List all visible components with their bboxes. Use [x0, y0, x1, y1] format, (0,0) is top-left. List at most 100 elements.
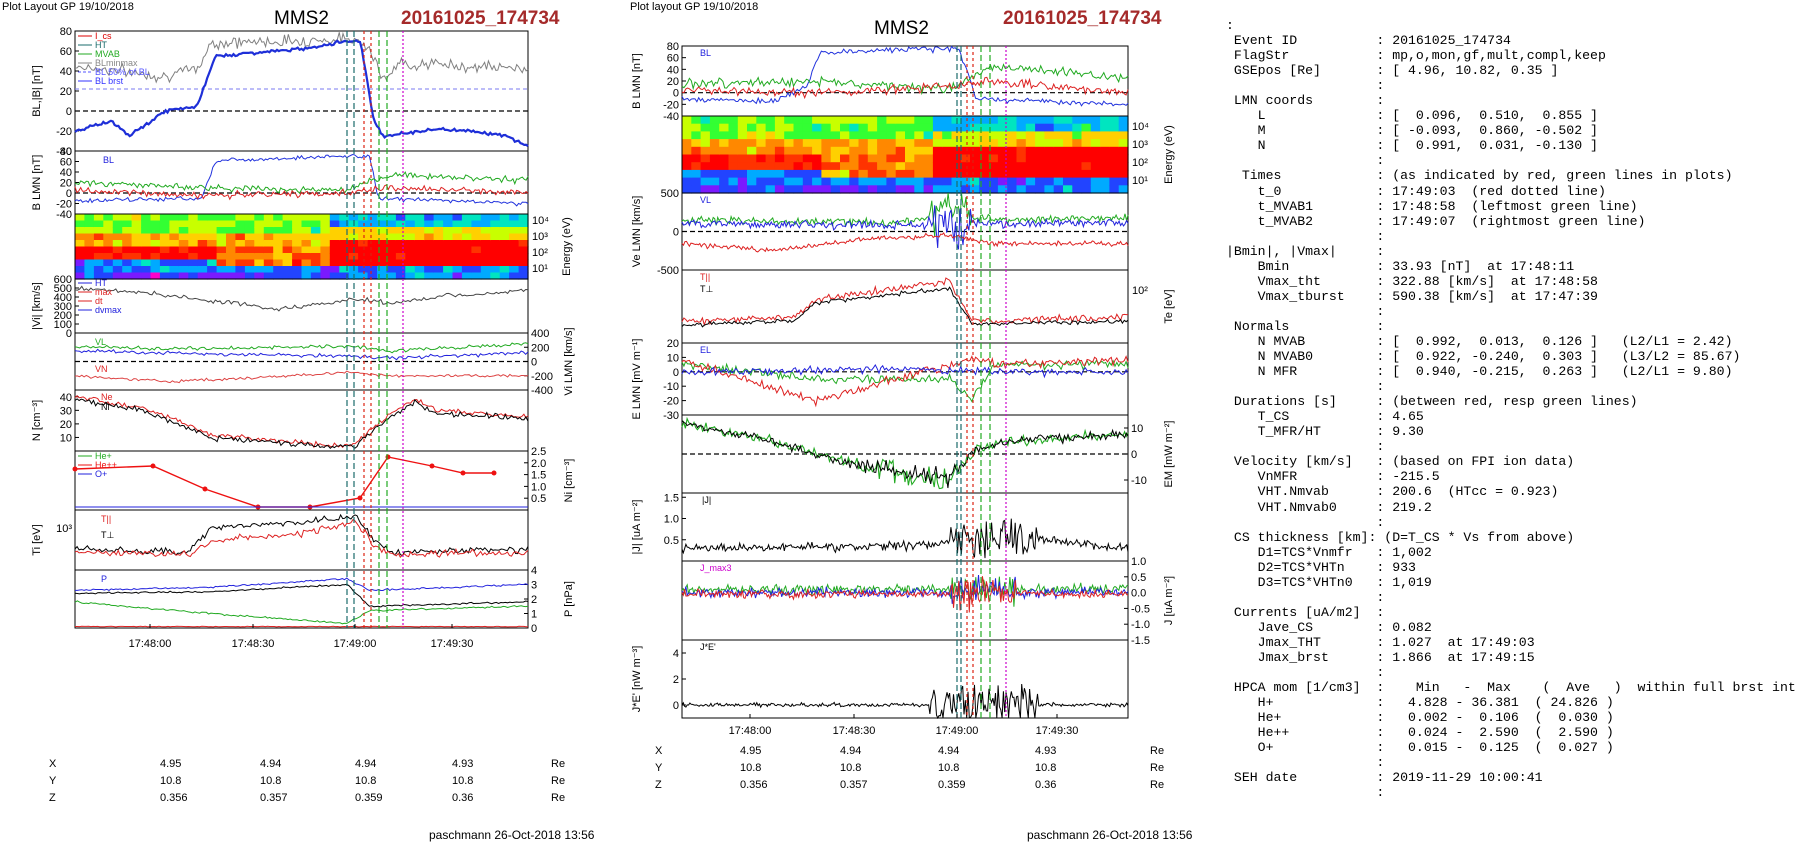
spectrogram-cell: [942, 162, 953, 171]
legend-entry: BL brst: [95, 76, 124, 86]
spectrogram-cell: [988, 162, 999, 171]
spectrogram-cell: [682, 131, 692, 140]
spectrogram-cell: [793, 123, 804, 132]
y-tick-label: 10²: [1132, 157, 1148, 169]
spectrogram-cell: [1007, 162, 1018, 171]
spectrogram-cell: [169, 233, 180, 241]
spectrogram-cell: [942, 169, 953, 179]
y-tick-label: 20: [60, 86, 72, 98]
spectrogram-cell: [452, 220, 463, 228]
spectrogram-cell: [207, 272, 218, 280]
spectrogram-cell: [254, 227, 265, 235]
bl-component-line: [74, 153, 529, 207]
y-tick-label: -40: [56, 146, 72, 158]
spectrogram-cell: [329, 240, 340, 248]
spectrogram-cell: [802, 169, 813, 179]
spectrogram-cell: [216, 214, 227, 222]
spectrogram-cell: [169, 259, 180, 267]
spectrogram-cell: [895, 116, 906, 125]
y-tick-label: 0: [673, 367, 679, 379]
y-tick-label: 400: [531, 328, 549, 340]
info-line: N MFR : [ 0.940, -0.215, 0.263 ] (L2/L1 …: [1226, 364, 1733, 380]
spectrogram-cell: [84, 253, 95, 261]
spectrogram-cell: [320, 246, 331, 254]
spectrogram-cell: [310, 240, 321, 248]
y-tick-label: 80: [60, 26, 72, 38]
y-tick-label: 20: [667, 338, 679, 350]
spectrogram-cell: [235, 266, 246, 274]
spectrogram-cell: [273, 272, 284, 280]
spectrogram-cell: [700, 116, 711, 125]
spectrogram-cell: [188, 246, 199, 254]
spectrogram-cell: [997, 116, 1008, 125]
y-tick-label: 0: [531, 623, 537, 635]
spectrogram-cell: [728, 177, 739, 186]
spectrogram-cell: [895, 185, 906, 194]
spectrogram-cell: [282, 272, 293, 280]
spectrogram-cell: [793, 116, 804, 125]
spectrogram-cell: [329, 220, 340, 228]
left-footer: paschmann 26-Oct-2018 13:56: [429, 828, 595, 842]
vi-l-line: [74, 342, 529, 354]
spectrogram-cell: [682, 177, 692, 186]
spectrogram-cell: [840, 154, 850, 163]
spectrogram-cell: [1035, 146, 1045, 156]
ephem-label: Z: [49, 792, 56, 804]
spectrogram-cell: [367, 220, 378, 228]
ephem-value: 4.94: [840, 745, 862, 757]
x-tick-label: 17:49:30: [431, 638, 474, 650]
spectrogram-cell: [1090, 139, 1101, 148]
spectrogram-cell: [737, 139, 748, 148]
legend-entry: |J|: [702, 495, 711, 505]
spectrogram-cell: [490, 214, 501, 222]
right-plot-header: Plot layout GP 19/10/2018: [630, 1, 759, 13]
spectrogram-cell: [112, 233, 123, 241]
panel-frame: [74, 450, 529, 511]
spectrogram-cell: [691, 146, 702, 156]
x-tick-label: 17:48:00: [729, 725, 772, 737]
spectrogram-cell: [1090, 185, 1101, 194]
spectrogram-cell: [518, 214, 529, 222]
y-tick-label: -200: [531, 371, 553, 383]
spectrogram-cell: [329, 233, 340, 241]
spectrogram-cell: [793, 154, 804, 163]
spectrogram-cell: [979, 169, 990, 179]
spectrogram-cell: [499, 240, 510, 248]
spectrogram-cell: [1035, 123, 1045, 132]
spectrogram-cell: [756, 185, 767, 194]
spectrogram-cell: [793, 146, 804, 156]
spectrogram-cell: [728, 131, 739, 140]
spectrogram-cell: [905, 131, 915, 140]
spectrogram-cell: [970, 146, 980, 156]
spectrogram-cell: [263, 233, 274, 241]
ni-line: [74, 398, 529, 450]
spectrogram-cell: [1100, 139, 1110, 148]
spectrogram-cell: [216, 259, 227, 267]
spectrogram-cell: [979, 123, 990, 132]
spectrogram-cell: [216, 227, 227, 235]
y-tick-label: 80: [60, 146, 72, 158]
spectrogram-cell: [395, 253, 406, 261]
spectrogram-cell: [216, 253, 227, 261]
spectrogram-cell: [75, 227, 85, 235]
spectrogram-cell: [499, 259, 510, 267]
spectrogram-cell: [386, 233, 397, 241]
y-tick-label: -10: [663, 381, 679, 393]
spectrogram-cell: [719, 116, 730, 125]
spectrogram-cell: [1090, 177, 1101, 186]
spectrogram-cell: [263, 272, 274, 280]
spectrogram-cell: [75, 259, 85, 267]
spectrogram-cell: [282, 214, 293, 222]
spectrogram-cell: [386, 272, 397, 280]
spectrogram-cell: [1053, 169, 1064, 179]
spectrogram-cell: [784, 146, 795, 156]
spectrogram-cell: [207, 233, 218, 241]
spectrogram-cell: [747, 169, 757, 179]
spectrogram-cell: [386, 227, 397, 235]
ephem-value: 10.8: [840, 762, 862, 774]
spectrogram-cell: [979, 139, 990, 148]
spectrogram-cell: [1072, 185, 1083, 194]
spectrogram-cell: [263, 253, 274, 261]
info-line: T_CS : 4.65: [1226, 409, 1424, 425]
